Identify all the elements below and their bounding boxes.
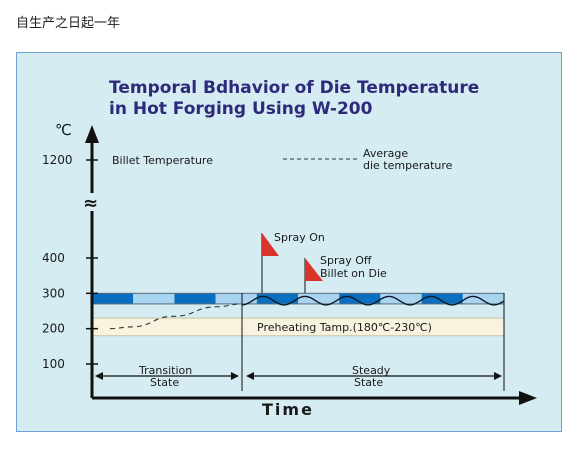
y-tick-label-200: 200 (42, 322, 65, 336)
preheating-label: Preheating Tamp.(180℃-230℃) (257, 321, 432, 334)
billet-band-segment (256, 293, 298, 304)
x-axis-arrow (519, 391, 537, 405)
billet-band-segment (92, 293, 134, 304)
billet-band-segment (215, 293, 257, 304)
y-tick-label-400: 400 (42, 251, 65, 265)
temperature-chart: Temporal Bdhavior of Die Temperature in … (42, 78, 537, 419)
steady-arrow-right-head (494, 372, 502, 380)
x-axis-label: Time (262, 400, 314, 419)
billet-band-segment (462, 293, 504, 304)
transition-label-line2: State (150, 376, 179, 389)
chart-frame: Temporal Bdhavior of Die Temperature in … (16, 52, 562, 432)
steady-label-line1: Steady (352, 364, 391, 377)
y-tick-label-300: 300 (42, 286, 65, 300)
spray-off-flag-icon (305, 258, 323, 281)
billet-band-segment (298, 293, 340, 304)
y-tick-label-100: 100 (42, 357, 65, 371)
billet-band-segment (174, 293, 216, 304)
transition-label-line1: Transition (138, 364, 192, 377)
page-caption: 自生产之日起一年 (16, 16, 121, 31)
steady-label-line2: State (354, 376, 383, 389)
spray-on-flag-icon (262, 233, 279, 256)
billet-band-segment (421, 293, 463, 304)
y-axis-arrow (85, 125, 99, 143)
legend-average-line2: die temperature (363, 159, 453, 172)
billet-band-segment (380, 293, 422, 304)
axis-break-symbol: ≈ (83, 193, 98, 214)
billet-temperature-band (91, 292, 505, 305)
legend-billet-temperature: Billet Temperature (112, 154, 213, 167)
chart-title-line2: in Hot Forging Using W-200 (109, 99, 373, 119)
steady-state-wave (241, 295, 505, 306)
chart-title-line1: Temporal Bdhavior of Die Temperature (109, 78, 479, 98)
steady-arrow-left-head (246, 372, 254, 380)
y-tick-label-1200: 1200 (42, 153, 73, 167)
average-temperature-curve (109, 303, 243, 330)
billet-band-segment (339, 293, 381, 304)
spray-off-label-line2: Billet on Die (320, 267, 387, 280)
transition-arrow-right-head (231, 372, 239, 380)
spray-off-label-line1: Spray Off (320, 254, 372, 267)
transition-arrow-left-head (95, 372, 103, 380)
y-unit-label: ℃ (55, 121, 72, 139)
spray-on-label: Spray On (274, 231, 325, 244)
legend-average-line1: Average (363, 147, 408, 160)
y-ticks: 1200 400 300 200 100 (42, 153, 98, 371)
billet-band-segment (133, 293, 175, 304)
